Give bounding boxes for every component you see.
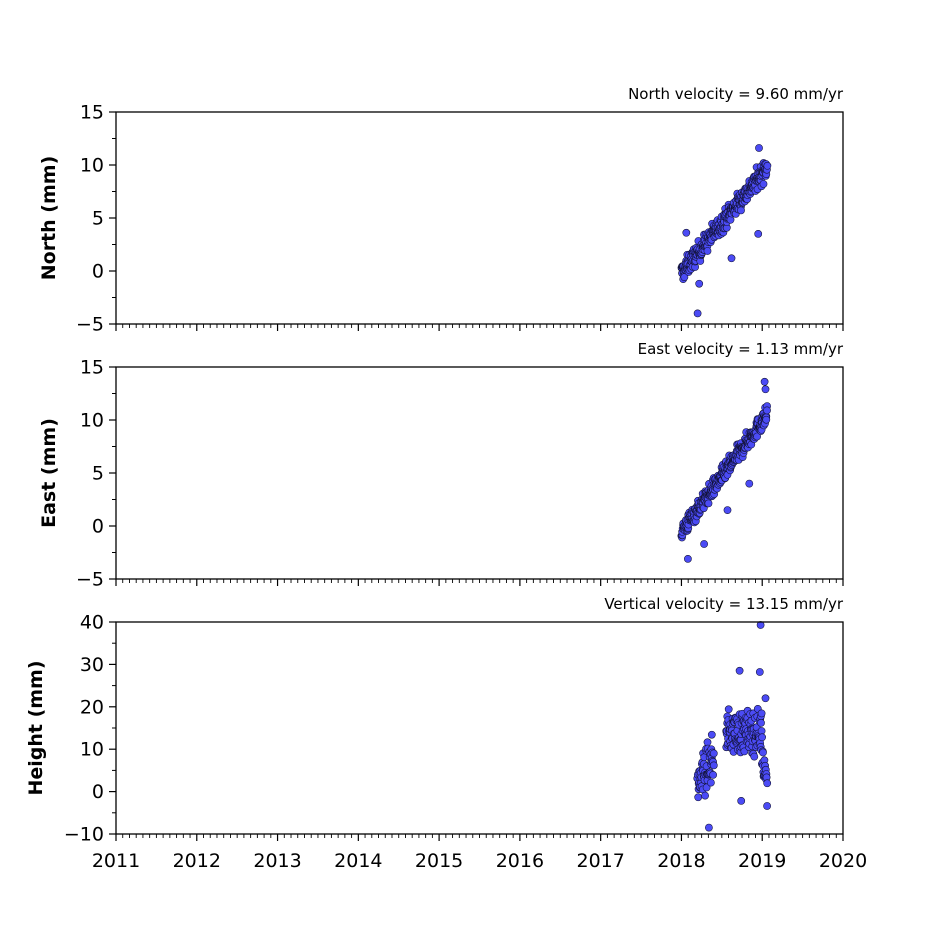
data-point [703, 247, 712, 255]
data-point [693, 309, 702, 318]
x-tick-label: 2016 [496, 850, 544, 872]
data-point [755, 668, 764, 676]
x-tick-label: 2014 [334, 850, 382, 872]
y-tick-label: 20 [80, 696, 104, 718]
y-tick-label: 10 [80, 739, 104, 761]
north-panel-title: North velocity = 9.60 mm/yr [628, 85, 844, 103]
data-point [724, 705, 733, 714]
y-tick-label: −5 [76, 314, 104, 336]
height-data-points [693, 621, 772, 832]
data-point [695, 279, 704, 288]
y-tick-label: 10 [80, 155, 104, 177]
data-point [759, 180, 768, 188]
y-tick-label: 40 [80, 612, 104, 634]
data-point [760, 377, 769, 386]
north-y-ticks: −5 0 5 10 15 [76, 102, 116, 336]
data-point [754, 230, 763, 238]
east-y-ticks: −5 0 5 10 15 [76, 357, 116, 591]
y-tick-label: 5 [92, 463, 104, 485]
height-x-ticks: 2011 2012 2013 2014 2015 2016 2017 2018 2019 2020 [92, 834, 867, 872]
east-data-points [677, 377, 771, 563]
data-point [723, 506, 732, 514]
data-point [763, 161, 772, 170]
x-tick-label: 2020 [819, 850, 867, 872]
data-point [701, 791, 709, 800]
x-tick-label: 2012 [173, 850, 221, 872]
data-point [763, 406, 771, 415]
data-point [735, 666, 744, 675]
data-point [707, 778, 715, 787]
data-point [761, 385, 770, 394]
y-tick-label: 15 [80, 102, 104, 124]
data-point [737, 206, 745, 215]
x-tick-label: 2017 [576, 850, 624, 872]
data-point [757, 709, 766, 718]
north-data-points [677, 144, 772, 318]
data-point [755, 144, 763, 152]
height-y-ticks: −10 0 10 20 30 40 [64, 612, 116, 846]
y-tick-label: −10 [64, 824, 104, 846]
data-point [761, 694, 770, 703]
data-point [682, 228, 691, 237]
east-x-ticks [115, 579, 844, 586]
data-point [704, 499, 713, 508]
y-tick-label: 30 [80, 654, 104, 676]
y-tick-label: 0 [92, 781, 104, 803]
north-plot-frame [115, 111, 844, 325]
data-point [709, 771, 717, 779]
data-point [745, 479, 754, 488]
y-tick-label: −5 [76, 569, 104, 591]
y-tick-label: 0 [92, 516, 104, 538]
data-point [758, 733, 766, 742]
data-point [705, 823, 713, 832]
east-plot-frame [115, 366, 844, 580]
x-tick-label: 2011 [92, 850, 140, 872]
data-point [700, 540, 708, 548]
east-y-axis-label: East (mm) [38, 418, 60, 528]
height-panel: Vertical velocity = 13.15 mm/yr Height (… [25, 595, 867, 872]
data-point [707, 730, 716, 739]
data-point [763, 779, 772, 788]
x-tick-label: 2018 [657, 850, 705, 872]
x-tick-label: 2013 [253, 850, 301, 872]
y-tick-label: 0 [92, 261, 104, 283]
height-panel-title: Vertical velocity = 13.15 mm/yr [604, 595, 844, 613]
data-point [759, 748, 767, 757]
data-point [762, 415, 771, 424]
x-tick-label: 2019 [738, 850, 786, 872]
data-point [726, 215, 735, 224]
data-point [694, 793, 703, 802]
data-point [737, 797, 746, 805]
data-point [684, 555, 692, 563]
data-point [727, 254, 736, 263]
data-point [763, 802, 771, 810]
north-panel: North velocity = 9.60 mm/yr North (mm) −… [38, 85, 844, 336]
y-tick-label: 15 [80, 357, 104, 379]
east-panel-title: East velocity = 1.13 mm/yr [638, 340, 844, 358]
y-tick-label: 5 [92, 208, 104, 230]
y-tick-label: 10 [80, 410, 104, 432]
data-point [753, 432, 761, 441]
east-panel: East velocity = 1.13 mm/yr East (mm) −5 0… [38, 340, 844, 591]
data-point [709, 761, 718, 770]
data-point [709, 749, 718, 758]
north-y-axis-label: North (mm) [38, 156, 60, 281]
data-point [750, 752, 759, 761]
height-plot-frame [115, 621, 844, 835]
height-y-axis-label: Height (mm) [25, 660, 47, 795]
north-x-ticks [115, 324, 844, 331]
x-tick-label: 2015 [415, 850, 463, 872]
data-point [757, 719, 765, 727]
